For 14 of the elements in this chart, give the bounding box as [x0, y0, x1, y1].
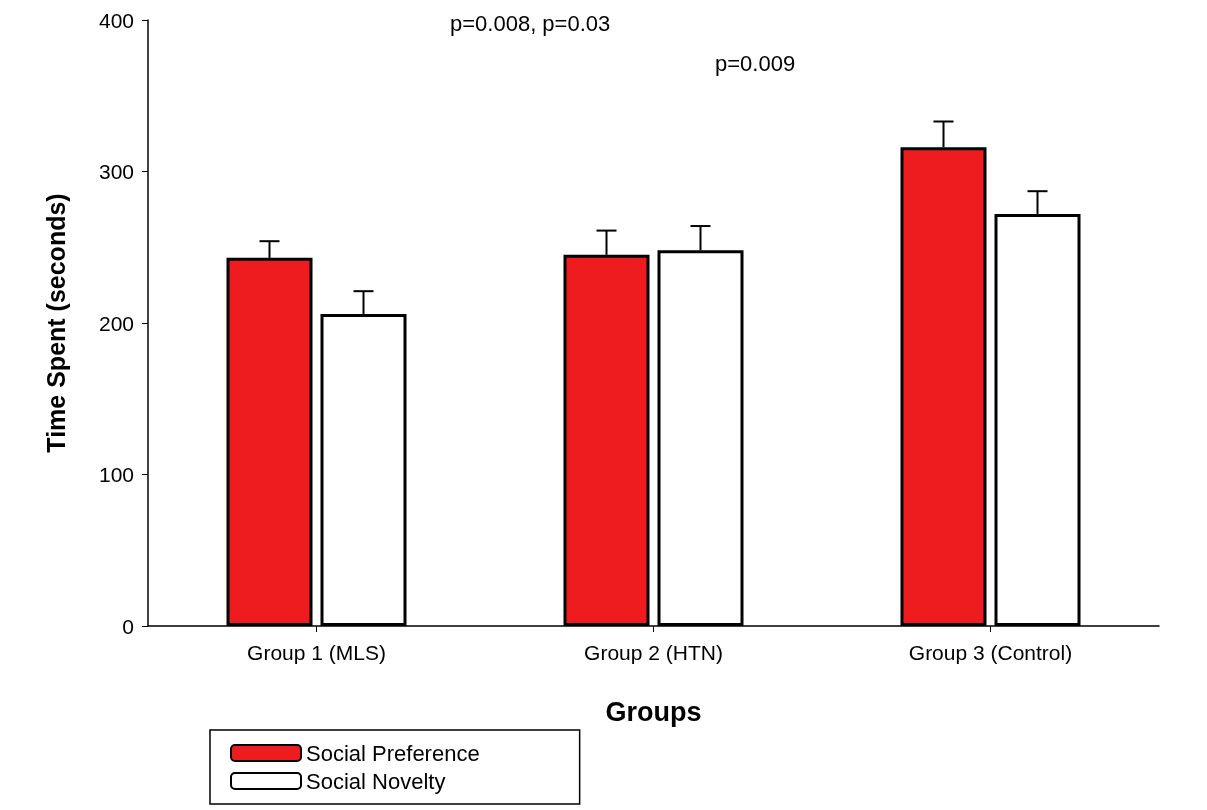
x-tick-label: Group 1 (MLS) [247, 641, 386, 664]
y-axis-title: Time Spent (seconds) [41, 193, 70, 453]
x-tick-label: Group 3 (Control) [908, 641, 1073, 664]
y-tick-label: 100 [98, 463, 134, 486]
x-axis-title: Groups [605, 696, 702, 727]
y-tick-label: 200 [98, 311, 134, 335]
legend-label: Social Novelty [306, 768, 446, 794]
y-tick-label: 0 [122, 614, 134, 638]
y-tick-label: 300 [98, 160, 134, 183]
y-tick-label: 400 [98, 8, 134, 32]
x-tick-label: Group 2 (HTN) [584, 641, 723, 664]
annotation: p=0.009 [715, 50, 796, 76]
legend-label: Social Preference [306, 740, 480, 766]
annotation: p=0.008, p=0.03 [450, 10, 611, 36]
